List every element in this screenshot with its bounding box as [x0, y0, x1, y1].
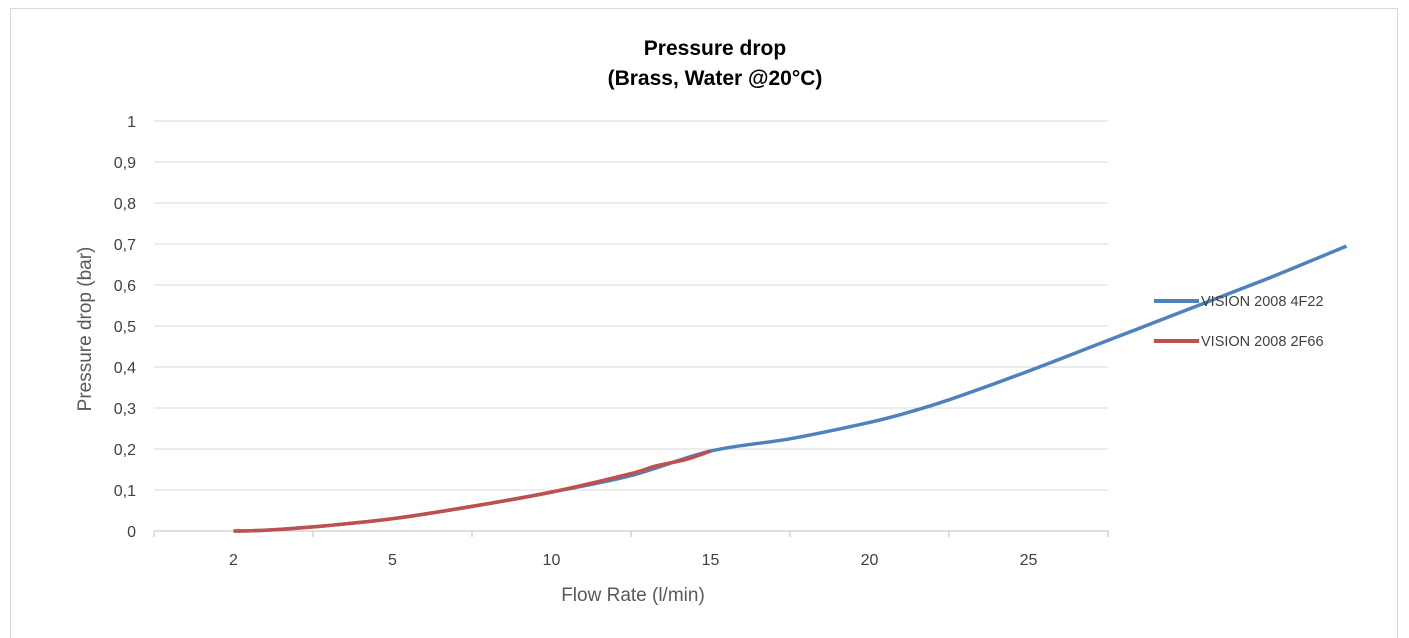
y-tick-label: 0,5	[114, 319, 136, 336]
x-tick-label: 5	[388, 552, 397, 569]
x-tick-label: 10	[543, 552, 561, 569]
legend-label-vision-2008-4f22: VISION 2008 4F22	[1201, 294, 1324, 310]
y-axis-title: Pressure drop (bar)	[75, 247, 96, 412]
y-tick-label: 0,7	[114, 237, 136, 254]
x-tick-label: 15	[702, 552, 720, 569]
chart-subtitle: (Brass, Water @20°C)	[608, 67, 823, 90]
legend: VISION 2008 4F22 VISION 2008 2F66	[1154, 294, 1324, 350]
gridlines	[154, 120, 1108, 491]
chart-title: Pressure drop	[644, 37, 786, 60]
x-axis	[153, 530, 1109, 537]
y-tick-label: 0,9	[114, 155, 136, 172]
y-tick-label: 0,6	[114, 278, 136, 295]
y-tick-label: 0,3	[114, 401, 136, 418]
series-line-vision-2008-4f22	[233, 244, 1348, 533]
x-tick-label: 2	[229, 552, 238, 569]
x-tick-label: 20	[861, 552, 879, 569]
x-axis-title: Flow Rate (l/min)	[561, 585, 705, 606]
chart-frame: Pressure drop (Brass, Water @20°C) 0 0,1 0…	[10, 8, 1398, 638]
y-tick-label: 0,4	[114, 360, 136, 377]
y-tick-label: 0	[127, 524, 136, 541]
x-axis-tick-labels: 2 5 10 15 20 25	[229, 552, 1037, 569]
pressure-drop-chart: Pressure drop (Brass, Water @20°C) 00,10…	[75, 37, 1348, 606]
x-tick-label: 25	[1020, 552, 1038, 569]
y-tick-label: 0,1	[114, 483, 136, 500]
y-tick-label: 1	[127, 114, 136, 131]
data-series	[233, 244, 1348, 533]
y-axis-tick-labels: 0 0,1 0,2 0,3 0,4 0,5 0,6 0,7 0,8 0,9 1	[114, 114, 136, 541]
y-tick-label: 0,8	[114, 196, 136, 213]
legend-label-vision-2008-2f66: VISION 2008 2F66	[1201, 334, 1324, 350]
series-line-vision-2008-2f66	[233, 449, 712, 533]
y-tick-label: 0,2	[114, 442, 136, 459]
